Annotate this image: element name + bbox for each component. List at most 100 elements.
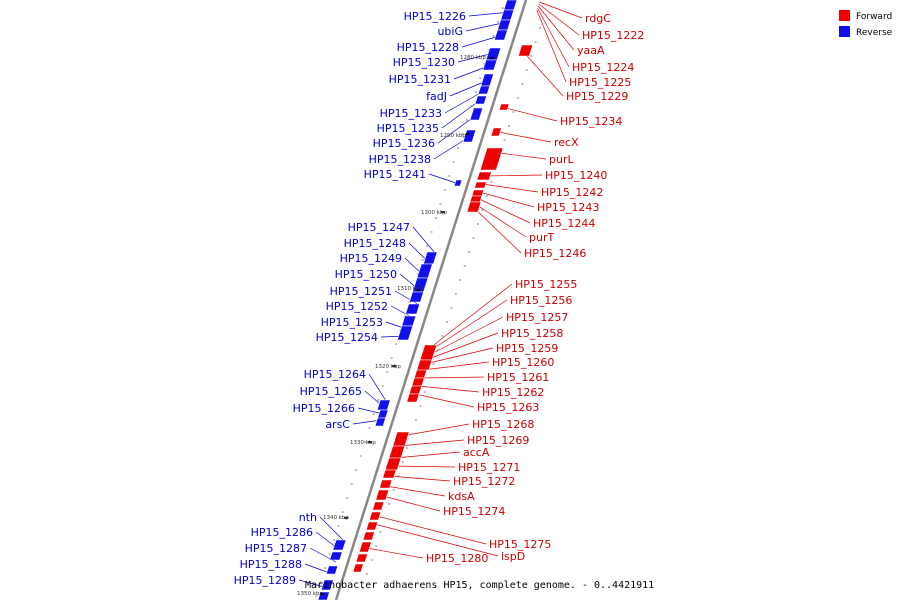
reverse-leader-line bbox=[319, 516, 344, 541]
reverse-gene-label: HP15_1241 bbox=[364, 168, 426, 181]
reverse-gene-block bbox=[377, 409, 389, 419]
forward-leader-line bbox=[392, 465, 456, 468]
forward-gene-block bbox=[517, 44, 534, 57]
genome-backbone bbox=[334, 0, 528, 600]
forward-gene-label: kdsA bbox=[448, 490, 475, 503]
reverse-gene-label: HP15_1252 bbox=[326, 300, 388, 313]
reverse-gene-label: HP15_1238 bbox=[369, 153, 431, 166]
reverse-gene-block bbox=[503, 0, 518, 11]
scale-tick-label: 1300 kbp bbox=[421, 210, 447, 216]
legend-label-forward: Forward bbox=[856, 12, 892, 22]
forward-gene-block bbox=[413, 369, 428, 379]
forward-gene-label: HP15_1225 bbox=[569, 76, 631, 89]
reverse-gene-label: HP15_1253 bbox=[321, 316, 383, 329]
gene-labels: HP15_1226 ubiG HP15_1228 HP15_1230 HP15_1231… bbox=[234, 10, 645, 587]
reverse-gene-label: HP15_1289 bbox=[234, 574, 296, 587]
forward-gene-block bbox=[416, 359, 433, 371]
forward-gene-label: HP15_1261 bbox=[487, 371, 549, 384]
reverse-leader-line bbox=[368, 373, 387, 403]
forward-leader-line bbox=[538, 3, 580, 36]
forward-leader-line bbox=[536, 9, 567, 83]
forward-gene-label: accA bbox=[463, 446, 490, 459]
forward-leader-line bbox=[523, 51, 564, 97]
reverse-leader-line bbox=[352, 419, 382, 425]
forward-gene-block bbox=[411, 377, 425, 387]
forward-gene-block bbox=[419, 344, 438, 361]
forward-leader-line bbox=[376, 515, 487, 545]
forward-leader-line bbox=[415, 393, 475, 408]
reverse-gene-label: HP15_1236 bbox=[373, 137, 435, 150]
reverse-gene-label: HP15_1247 bbox=[348, 221, 410, 234]
forward-leader-line bbox=[475, 203, 527, 238]
forward-gene-block bbox=[498, 103, 510, 111]
scale-tick-label: 1280 kbp bbox=[460, 55, 486, 61]
reverse-gene-block bbox=[462, 129, 477, 143]
reverse-leader-line bbox=[428, 173, 457, 184]
reverse-gene-block bbox=[405, 303, 421, 315]
reverse-gene-label: HP15_1287 bbox=[245, 542, 307, 555]
reverse-gene-block bbox=[453, 179, 463, 187]
forward-leader-line bbox=[366, 547, 424, 559]
reverse-gene-label: HP15_1231 bbox=[389, 73, 451, 86]
label-leader-lines bbox=[298, 1, 583, 589]
scale-tick-label: 1290 kbp bbox=[440, 133, 466, 139]
reverse-gene-label: HP15_1286 bbox=[251, 526, 313, 539]
forward-gene-block bbox=[352, 563, 364, 573]
reverse-gene-block bbox=[469, 107, 484, 121]
reverse-gene-block bbox=[325, 565, 339, 575]
forward-gene-block bbox=[379, 479, 393, 489]
gene-features bbox=[315, 0, 546, 600]
scale-tick-label: 1310 kbp bbox=[397, 286, 423, 292]
forward-gene-label: HP15_1272 bbox=[453, 475, 515, 488]
forward-gene-block bbox=[406, 393, 420, 403]
reverse-gene-block bbox=[320, 579, 334, 591]
forward-gene-label: HP15_1224 bbox=[572, 61, 634, 74]
forward-leader-line bbox=[537, 5, 575, 51]
reverse-gene-block bbox=[482, 59, 498, 71]
reverse-leader-line bbox=[357, 407, 383, 415]
forward-gene-block bbox=[365, 521, 379, 531]
reverse-gene-label: HP15_1233 bbox=[380, 107, 442, 120]
forward-leader-line bbox=[394, 451, 461, 459]
forward-leader-line bbox=[425, 332, 499, 361]
reverse-gene-label: HP15_1254 bbox=[316, 331, 378, 344]
forward-gene-block bbox=[372, 501, 385, 511]
forward-leader-line bbox=[428, 299, 508, 353]
forward-gene-label: HP15_1271 bbox=[458, 461, 520, 474]
reverse-gene-label: ubiG bbox=[437, 25, 463, 38]
reverse-gene-label: HP15_1235 bbox=[377, 122, 439, 135]
forward-gene-label: HP15_1259 bbox=[496, 342, 558, 355]
legend-swatch-reverse bbox=[839, 26, 850, 37]
forward-gene-label: HP15_1244 bbox=[533, 217, 595, 230]
legend: Forward Reverse bbox=[839, 10, 893, 38]
forward-gene-block bbox=[392, 431, 410, 447]
forward-gene-label: rdgC bbox=[585, 12, 611, 25]
reverse-gene-block bbox=[374, 417, 387, 427]
forward-gene-label: purT bbox=[529, 231, 554, 244]
reverse-gene-label: arsC bbox=[325, 418, 350, 431]
forward-gene-block bbox=[368, 511, 382, 521]
reverse-gene-label: HP15_1249 bbox=[340, 252, 402, 265]
forward-leader-line bbox=[389, 475, 451, 482]
forward-gene-label: HP15_1255 bbox=[515, 278, 577, 291]
scale-tick-label: 1330 kbp bbox=[350, 440, 376, 446]
forward-gene-block bbox=[474, 181, 487, 189]
forward-leader-line bbox=[429, 283, 513, 349]
forward-gene-label: HP15_1274 bbox=[443, 505, 505, 518]
scale-ticks: 1280 kbp 1290 kbp 1300 kbp 1310 kbp 1320 kbp… bbox=[297, 55, 494, 597]
reverse-leader-line bbox=[412, 226, 435, 253]
reverse-gene-label: HP15_1265 bbox=[300, 385, 362, 398]
reverse-gene-block bbox=[329, 551, 343, 561]
forward-leader-line bbox=[424, 347, 494, 365]
forward-gene-label: HP15_1280 bbox=[426, 552, 488, 565]
forward-gene-label: recX bbox=[554, 136, 579, 149]
forward-gene-label: HP15_1256 bbox=[510, 294, 572, 307]
legend-swatch-forward bbox=[839, 10, 850, 21]
forward-leader-line bbox=[498, 131, 552, 143]
reverse-gene-label: nth bbox=[299, 511, 317, 524]
reverse-gene-block bbox=[376, 399, 391, 411]
reverse-gene-block bbox=[477, 85, 491, 95]
forward-gene-block bbox=[408, 385, 423, 395]
forward-leader-line bbox=[539, 1, 583, 19]
